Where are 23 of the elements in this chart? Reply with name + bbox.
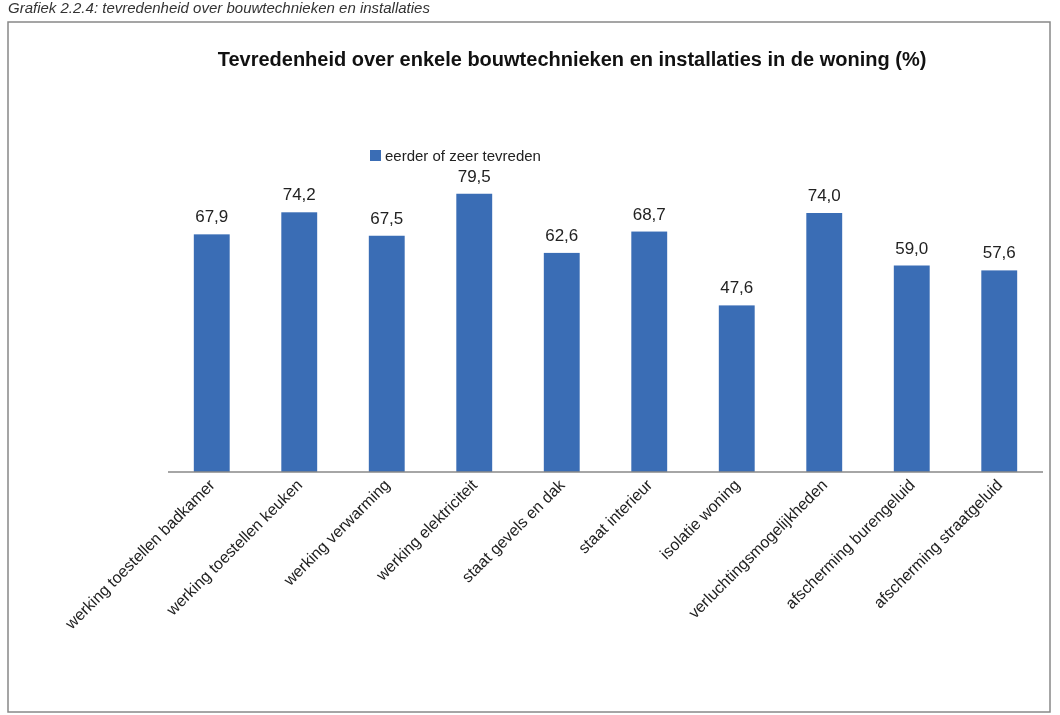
- data-label: 79,5: [457, 166, 491, 186]
- data-label: 47,6: [720, 278, 754, 298]
- data-label: 62,6: [545, 225, 579, 245]
- chart-title: Tevredenheid over enkele bouwtechnieken en installaties in de woning (%): [217, 48, 927, 70]
- bar: [806, 213, 843, 472]
- data-label: 57,6: [982, 243, 1016, 263]
- bar: [281, 212, 318, 472]
- bar: [456, 193, 493, 472]
- data-label: 67,9: [195, 207, 229, 227]
- data-label: 67,5: [370, 208, 404, 228]
- bar: [631, 231, 668, 472]
- bar: [193, 234, 230, 472]
- bar: [368, 235, 405, 472]
- bar: [718, 305, 755, 472]
- bar: [893, 265, 930, 472]
- bar: [543, 252, 580, 472]
- data-label: 74,2: [282, 185, 316, 205]
- data-label: 68,7: [632, 204, 666, 224]
- data-label: 74,0: [807, 186, 841, 205]
- data-label: 59,0: [895, 238, 929, 258]
- bar: [981, 270, 1018, 472]
- text: Grafiek 2.2.4: tevredenheid over bouwtechnieken en installaties: [8, 0, 431, 16]
- legend-label: eerder of zeer tevreden: [385, 147, 541, 164]
